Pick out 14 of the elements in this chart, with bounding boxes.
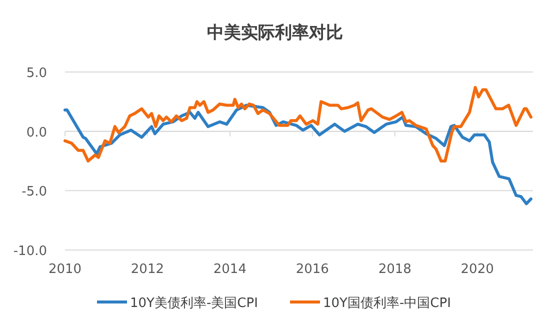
legend-label: 10Y国债利率-中国CPI — [323, 295, 451, 311]
chart-title: 中美实际利率对比 — [207, 23, 343, 43]
x-tick-label: 2012 — [130, 262, 164, 277]
line-series — [64, 86, 532, 162]
legend-label: 10Y美债利率-美国CPI — [130, 295, 258, 311]
x-tick-label: 2014 — [213, 262, 246, 277]
y-tick-label: -5.0 — [22, 184, 47, 200]
y-tick-label: -10.0 — [13, 244, 47, 259]
x-tick-label: 2010 — [48, 262, 82, 277]
x-tick-label: 2018 — [378, 262, 412, 277]
x-tick-label: 2020 — [460, 262, 494, 277]
y-tick-label: 0.0 — [26, 125, 47, 140]
x-tick-label: 2016 — [296, 262, 329, 277]
y-tick-label: 5.0 — [26, 66, 47, 81]
